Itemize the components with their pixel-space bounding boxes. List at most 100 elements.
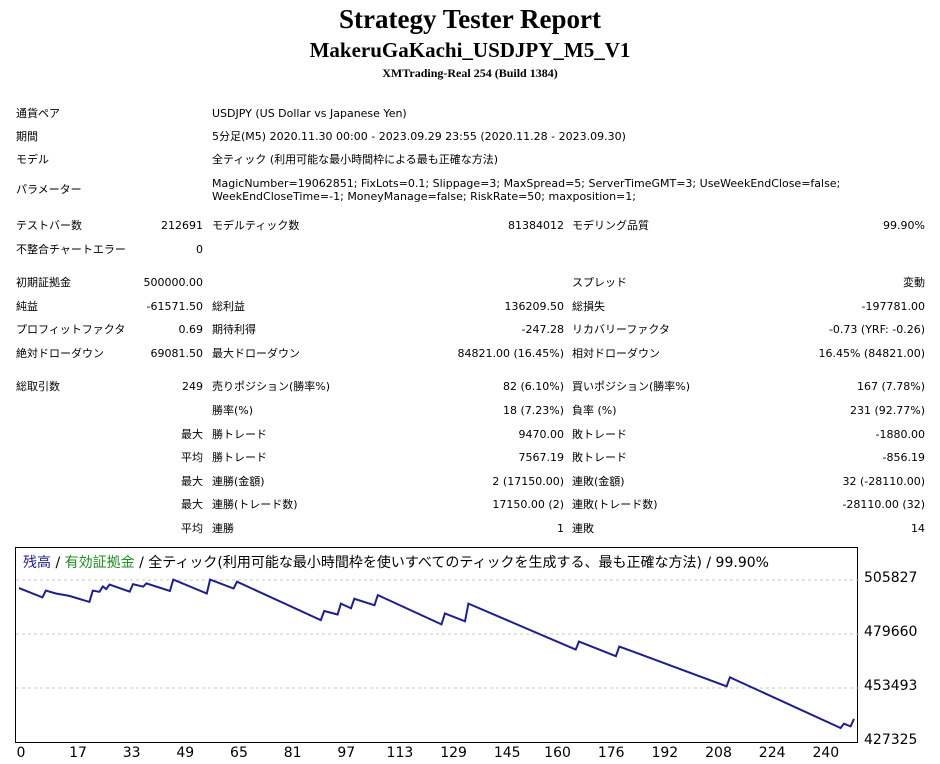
largest-loss-label: 敗トレード (572, 428, 627, 441)
x-tick-label: 65 (230, 745, 248, 761)
short-positions-value: 82 (6.10%) (502, 380, 564, 393)
chart-title-equity: 有効証拠金 (64, 555, 135, 571)
x-tick-label: 192 (651, 745, 679, 761)
largest-prefix: 最大 (181, 428, 203, 441)
long-positions-value: 167 (7.78%) (856, 380, 925, 393)
cons-loss-amount-label: 連敗(金額) (572, 475, 625, 488)
y-tick-label: 479660 (864, 623, 918, 640)
x-tick-label: 33 (122, 745, 141, 761)
deposit-value: 500000.00 (143, 276, 204, 289)
avg-cons-prefix: 平均 (181, 522, 203, 535)
win-rate-value: 18 (7.23%) (502, 404, 564, 417)
y-tick-label: 427325 (864, 732, 918, 748)
cons-win-count-value: 17150.00 (2) (492, 498, 564, 511)
x-tick-label: 208 (705, 745, 732, 761)
server-build: XMTrading-Real 254 (Build 1384) (382, 66, 558, 80)
x-tick-label: 145 (493, 745, 521, 761)
cons-loss-count-value: -28110.00 (32) (842, 498, 925, 511)
chart-title: 残高 / 有効証拠金 / 全ティック(利用可能な最小時間枠を使いすべてのティック… (23, 552, 771, 572)
net-profit-value: -61571.50 (146, 300, 203, 313)
params-label: パラメーター (16, 183, 82, 196)
x-tick-label: 97 (337, 745, 356, 761)
rel-drawdown-value: 16.45% (84821.00) (818, 347, 925, 360)
avg-loss-label: 敗トレード (572, 451, 627, 464)
abs-drawdown-value: 69081.50 (150, 347, 204, 360)
ticks-value: 81384012 (508, 219, 564, 232)
model-label: モデル (16, 153, 49, 166)
avg-cons-win-label: 連勝 (212, 522, 234, 535)
win-rate-label: 勝率(%) (212, 404, 254, 417)
gross-loss-label: 総損失 (572, 300, 605, 313)
gross-profit-value: 136209.50 (504, 300, 565, 313)
chart-title-sep: / (51, 555, 65, 571)
cons-win-amount-value: 2 (17150.00) (492, 475, 564, 488)
params-line-2: WeekEndCloseTime=-1; MoneyManage=false; … (212, 190, 636, 203)
avg-cons-loss-label: 連敗 (572, 522, 594, 535)
x-tick-label: 160 (544, 745, 571, 761)
rel-drawdown-label: 相対ドローダウン (572, 347, 660, 360)
recovery-factor-label: リカバリーファクタ (572, 323, 670, 336)
cons-win-amount-label: 連勝(金額) (212, 475, 265, 488)
x-tick-label: 240 (812, 745, 840, 761)
spread-value: 変動 (903, 276, 925, 289)
net-profit-label: 純益 (16, 300, 38, 313)
symbol-label: 通貨ペア (16, 107, 60, 120)
avg-win-label: 勝トレード (212, 451, 267, 464)
largest-win-label: 勝トレード (212, 428, 267, 441)
deposit-label: 初期証拠金 (16, 276, 71, 289)
report-title: Strategy Tester Report (339, 4, 601, 34)
period-value: 5分足(M5) 2020.11.30 00:00 - 2023.09.29 23… (212, 130, 626, 143)
long-positions-label: 買いポジション(勝率%) (572, 380, 691, 393)
y-tick-label: 453493 (864, 677, 918, 694)
loss-rate-value: 231 (92.77%) (849, 404, 925, 417)
chart-title-rest: / 全ティック(利用可能な最小時間枠を使いすべてのティックを生成する、最も正確な… (134, 555, 769, 571)
period-label: 期間 (16, 130, 38, 143)
y-tick-label: 505827 (864, 570, 918, 586)
x-tick-label: 224 (758, 745, 786, 761)
avg-cons-loss-value: 14 (911, 522, 925, 535)
max-drawdown-label: 最大ドローダウン (212, 347, 300, 360)
chart-plot (16, 578, 859, 730)
symbol-value: USDJPY (US Dollar vs Japanese Yen) (212, 107, 407, 120)
model-value: 全ティック (利用可能な最小時間枠による最も正確な方法) (212, 153, 499, 166)
x-tick-label: 176 (597, 745, 625, 761)
x-tick-label: 129 (440, 745, 467, 761)
largest-loss-value: -1880.00 (875, 428, 925, 441)
x-tick-label: 113 (386, 745, 414, 761)
avg-cons-win-value: 1 (557, 522, 564, 535)
max-drawdown-value: 84821.00 (16.45%) (457, 347, 564, 360)
cons-loss-count-label: 連敗(トレード数) (572, 498, 658, 511)
balance-series-line (18, 578, 855, 730)
abs-drawdown-label: 絶対ドローダウン (16, 347, 104, 360)
chart-title-balance: 残高 (23, 555, 51, 571)
quality-value: 99.90% (883, 219, 925, 232)
expert-name: MakeruGaKachi_USDJPY_M5_V1 (309, 38, 631, 62)
average-prefix: 平均 (181, 451, 203, 464)
max-cons-amount-prefix: 最大 (181, 475, 203, 488)
spread-label: スプレッド (572, 276, 627, 289)
short-positions-label: 売りポジション(勝率%) (212, 380, 331, 393)
gross-loss-value: -197781.00 (861, 300, 925, 313)
x-tick-label: 17 (69, 745, 87, 761)
bars-value: 212691 (161, 219, 203, 232)
avg-win-value: 7567.19 (518, 451, 565, 464)
avg-loss-value: -856.19 (882, 451, 925, 464)
cons-win-count-label: 連勝(トレード数) (212, 498, 298, 511)
expected-payoff-value: -247.28 (521, 323, 564, 336)
ticks-label: モデルティック数 (212, 219, 300, 232)
x-tick-label: 81 (283, 745, 302, 761)
profit-factor-value: 0.69 (178, 323, 204, 336)
gross-profit-label: 総利益 (212, 300, 245, 313)
total-trades-label: 総取引数 (16, 380, 60, 393)
mismatch-value: 0 (196, 243, 203, 256)
quality-label: モデリング品質 (572, 219, 649, 232)
loss-rate-label: 負率 (%) (572, 404, 617, 417)
largest-win-value: 9470.00 (518, 428, 565, 441)
bars-label: テストバー数 (16, 219, 82, 232)
recovery-factor-value: -0.73 (YRF: -0.26) (828, 323, 925, 336)
expected-payoff-label: 期待利得 (212, 323, 256, 336)
max-cons-count-prefix: 最大 (181, 498, 203, 511)
x-tick-label: 49 (176, 745, 195, 761)
x-tick-label: 0 (16, 745, 26, 761)
total-trades-value: 249 (182, 380, 203, 393)
